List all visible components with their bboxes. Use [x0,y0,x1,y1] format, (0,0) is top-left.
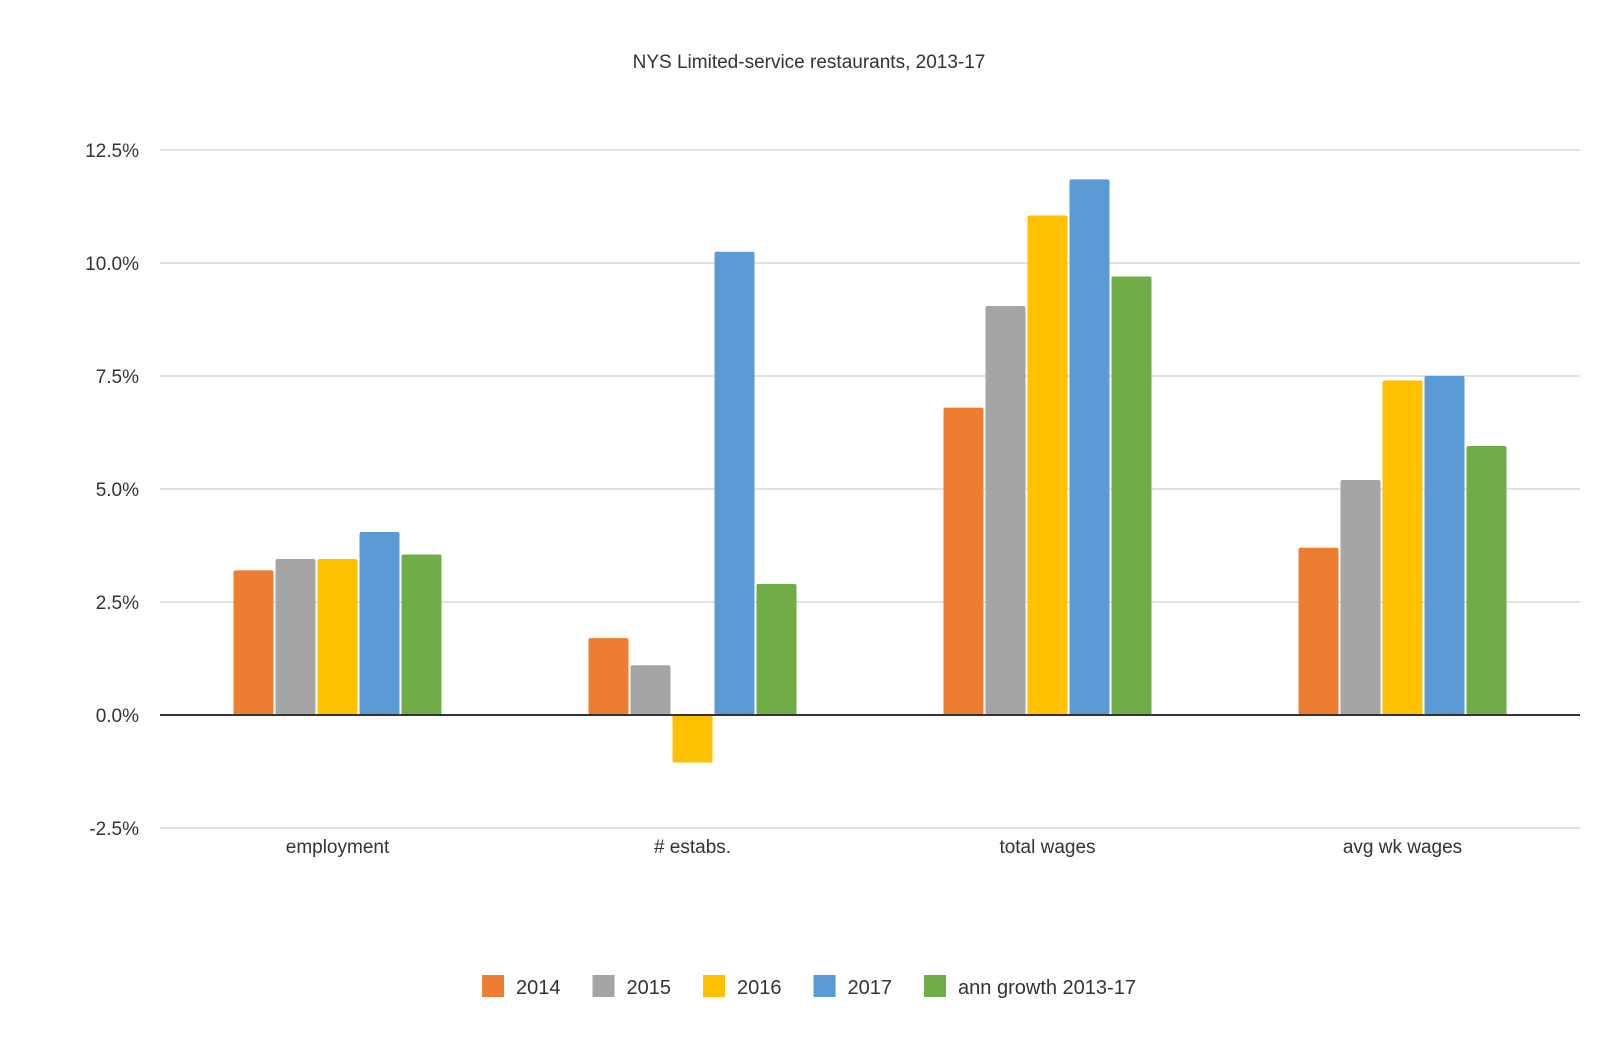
x-category-label: avg wk wages [1343,837,1462,858]
bar-avg-wk-wages-2016 [1382,380,1423,715]
legend-item: 2014 [482,975,561,999]
y-tick-label: 7.5% [96,367,139,388]
legend-item: 2017 [813,975,893,999]
bar-avg-wk-wages-2014 [1298,547,1339,715]
legend-swatch [703,975,726,997]
bar-avg-wk-wages-2015 [1340,479,1381,715]
legend-swatch [482,975,505,997]
bar-estabs-ann-growth-2013-17 [756,583,797,715]
legend-item: 2016 [703,975,782,999]
bar-estabs-2015 [630,665,671,715]
bar-employment-2014 [233,570,274,715]
legend-label: ann growth 2013-17 [958,977,1136,999]
y-tick-label: 2.5% [96,593,139,614]
legend-item: ann growth 2013-17 [924,975,1136,999]
y-tick-label: 5.0% [96,480,139,501]
y-tick-label: 0.0% [96,706,139,727]
legend-swatch [813,975,836,997]
x-category-label: total wages [999,837,1095,858]
bar-avg-wk-wages-ann-growth-2013-17 [1466,446,1507,715]
x-axis-category-labels: employment # estabs. total wages avg wk wag… [286,837,1462,858]
legend-item: 2015 [592,975,672,999]
legend-swatch [924,975,947,997]
legend-label: 2017 [848,977,893,999]
legend-swatch [592,975,615,997]
legend: 2014 2015 2016 2017 ann growth 2013-17 [482,975,1136,999]
bar-estabs-2014 [588,638,629,715]
bar-total-wages-2016 [1027,215,1068,716]
y-axis-tick-labels: -2.5% 0.0% 2.5% 5.0% 7.5% 10.0% 12.5% [85,141,139,840]
legend-label: 2016 [737,977,782,999]
bar-employment-ann-growth-2013-17 [401,554,442,715]
bar-total-wages-2014 [943,407,984,715]
chart-title: NYS Limited-service restaurants, 2013-17 [633,52,986,73]
bar-employment-2017 [359,531,400,715]
y-tick-label: 10.0% [85,254,139,275]
x-category-label: employment [286,837,390,858]
bar-total-wages-2015 [985,305,1026,715]
y-tick-label: 12.5% [85,141,139,162]
bar-total-wages-ann-growth-2013-17 [1111,276,1152,715]
x-category-label: # estabs. [654,837,731,858]
bar-avg-wk-wages-2017 [1424,376,1465,715]
bar-estabs-2017 [714,251,755,715]
y-tick-label: -2.5% [89,819,139,840]
legend-label: 2014 [516,977,561,999]
bar-employment-2016 [317,559,358,715]
bar-employment-2015 [275,559,316,715]
bars [233,179,1507,763]
bar-estabs-2016 [672,715,713,763]
bar-total-wages-2017 [1069,179,1110,715]
legend-label: 2015 [627,977,672,999]
